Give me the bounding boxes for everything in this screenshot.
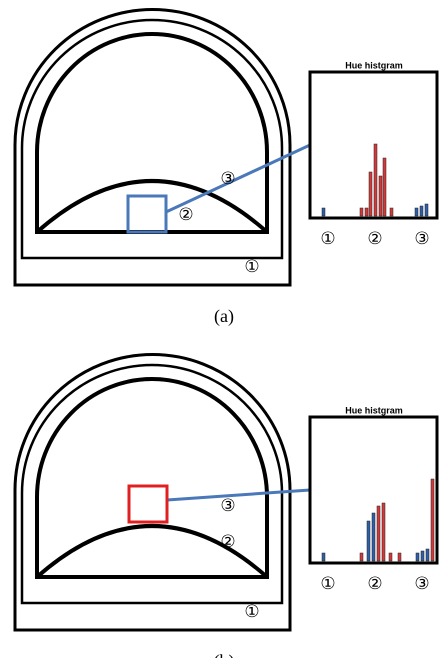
link-line: [166, 488, 311, 502]
histogram-bar: [364, 207, 369, 217]
selection-box: [126, 194, 168, 234]
histogram-bar: [424, 203, 429, 217]
histogram-bar: [420, 550, 425, 562]
arch: [35, 32, 269, 234]
histogram-title: Hue histgram: [345, 60, 403, 70]
histogram-bar: [381, 502, 386, 562]
histogram-bar: [366, 520, 371, 562]
histogram-category: ①: [320, 574, 335, 593]
ground-curve: [35, 179, 269, 234]
histogram-bar: [419, 205, 424, 217]
caption: (b): [214, 651, 235, 658]
histogram-bar: [415, 552, 420, 562]
region-label: ①: [244, 257, 259, 276]
histogram-bar: [321, 552, 326, 562]
histogram-bar: [382, 157, 387, 217]
region-label: ③: [220, 496, 235, 515]
histogram-bar: [378, 175, 383, 217]
inner-frame: [20, 18, 284, 260]
histogram-bar: [389, 207, 394, 217]
histogram-bar: [388, 552, 393, 562]
histogram-category: ③: [414, 574, 429, 593]
histogram-bar: [397, 552, 402, 562]
histogram-bar: [430, 478, 435, 562]
region-label: ②: [178, 205, 193, 224]
panel: ① ② ③ Hue histgram ① ② ③ (b): [13, 353, 439, 658]
region-label: ①: [244, 602, 259, 621]
histogram-category: ②: [367, 574, 382, 593]
selection-box: [127, 484, 169, 524]
histogram-bar: [359, 207, 364, 217]
histogram-bar: [373, 143, 378, 217]
region-label: ②: [220, 532, 235, 551]
ground-curve: [35, 524, 269, 579]
histogram-bar: [359, 552, 364, 562]
histogram-bar: [376, 505, 381, 562]
caption: (a): [214, 306, 234, 327]
histogram-category: ③: [414, 229, 429, 248]
histogram-category: ②: [367, 229, 382, 248]
region-label: ③: [220, 169, 235, 188]
histogram-bar: [368, 171, 373, 217]
histogram-title: Hue histgram: [345, 405, 403, 415]
link-line: [165, 143, 311, 214]
outer-frame: [13, 353, 292, 632]
histogram-bar: [321, 207, 326, 217]
histogram-bar: [425, 548, 430, 562]
inner-frame: [20, 363, 284, 605]
histogram-bar: [371, 512, 376, 562]
outer-frame: [13, 8, 292, 287]
panel: ① ② ③ Hue histgram ① ② ③ (a): [13, 8, 439, 327]
histogram-bar: [414, 207, 419, 217]
histogram-category: ①: [320, 229, 335, 248]
histogram-box: [308, 70, 439, 220]
arch: [35, 377, 269, 579]
